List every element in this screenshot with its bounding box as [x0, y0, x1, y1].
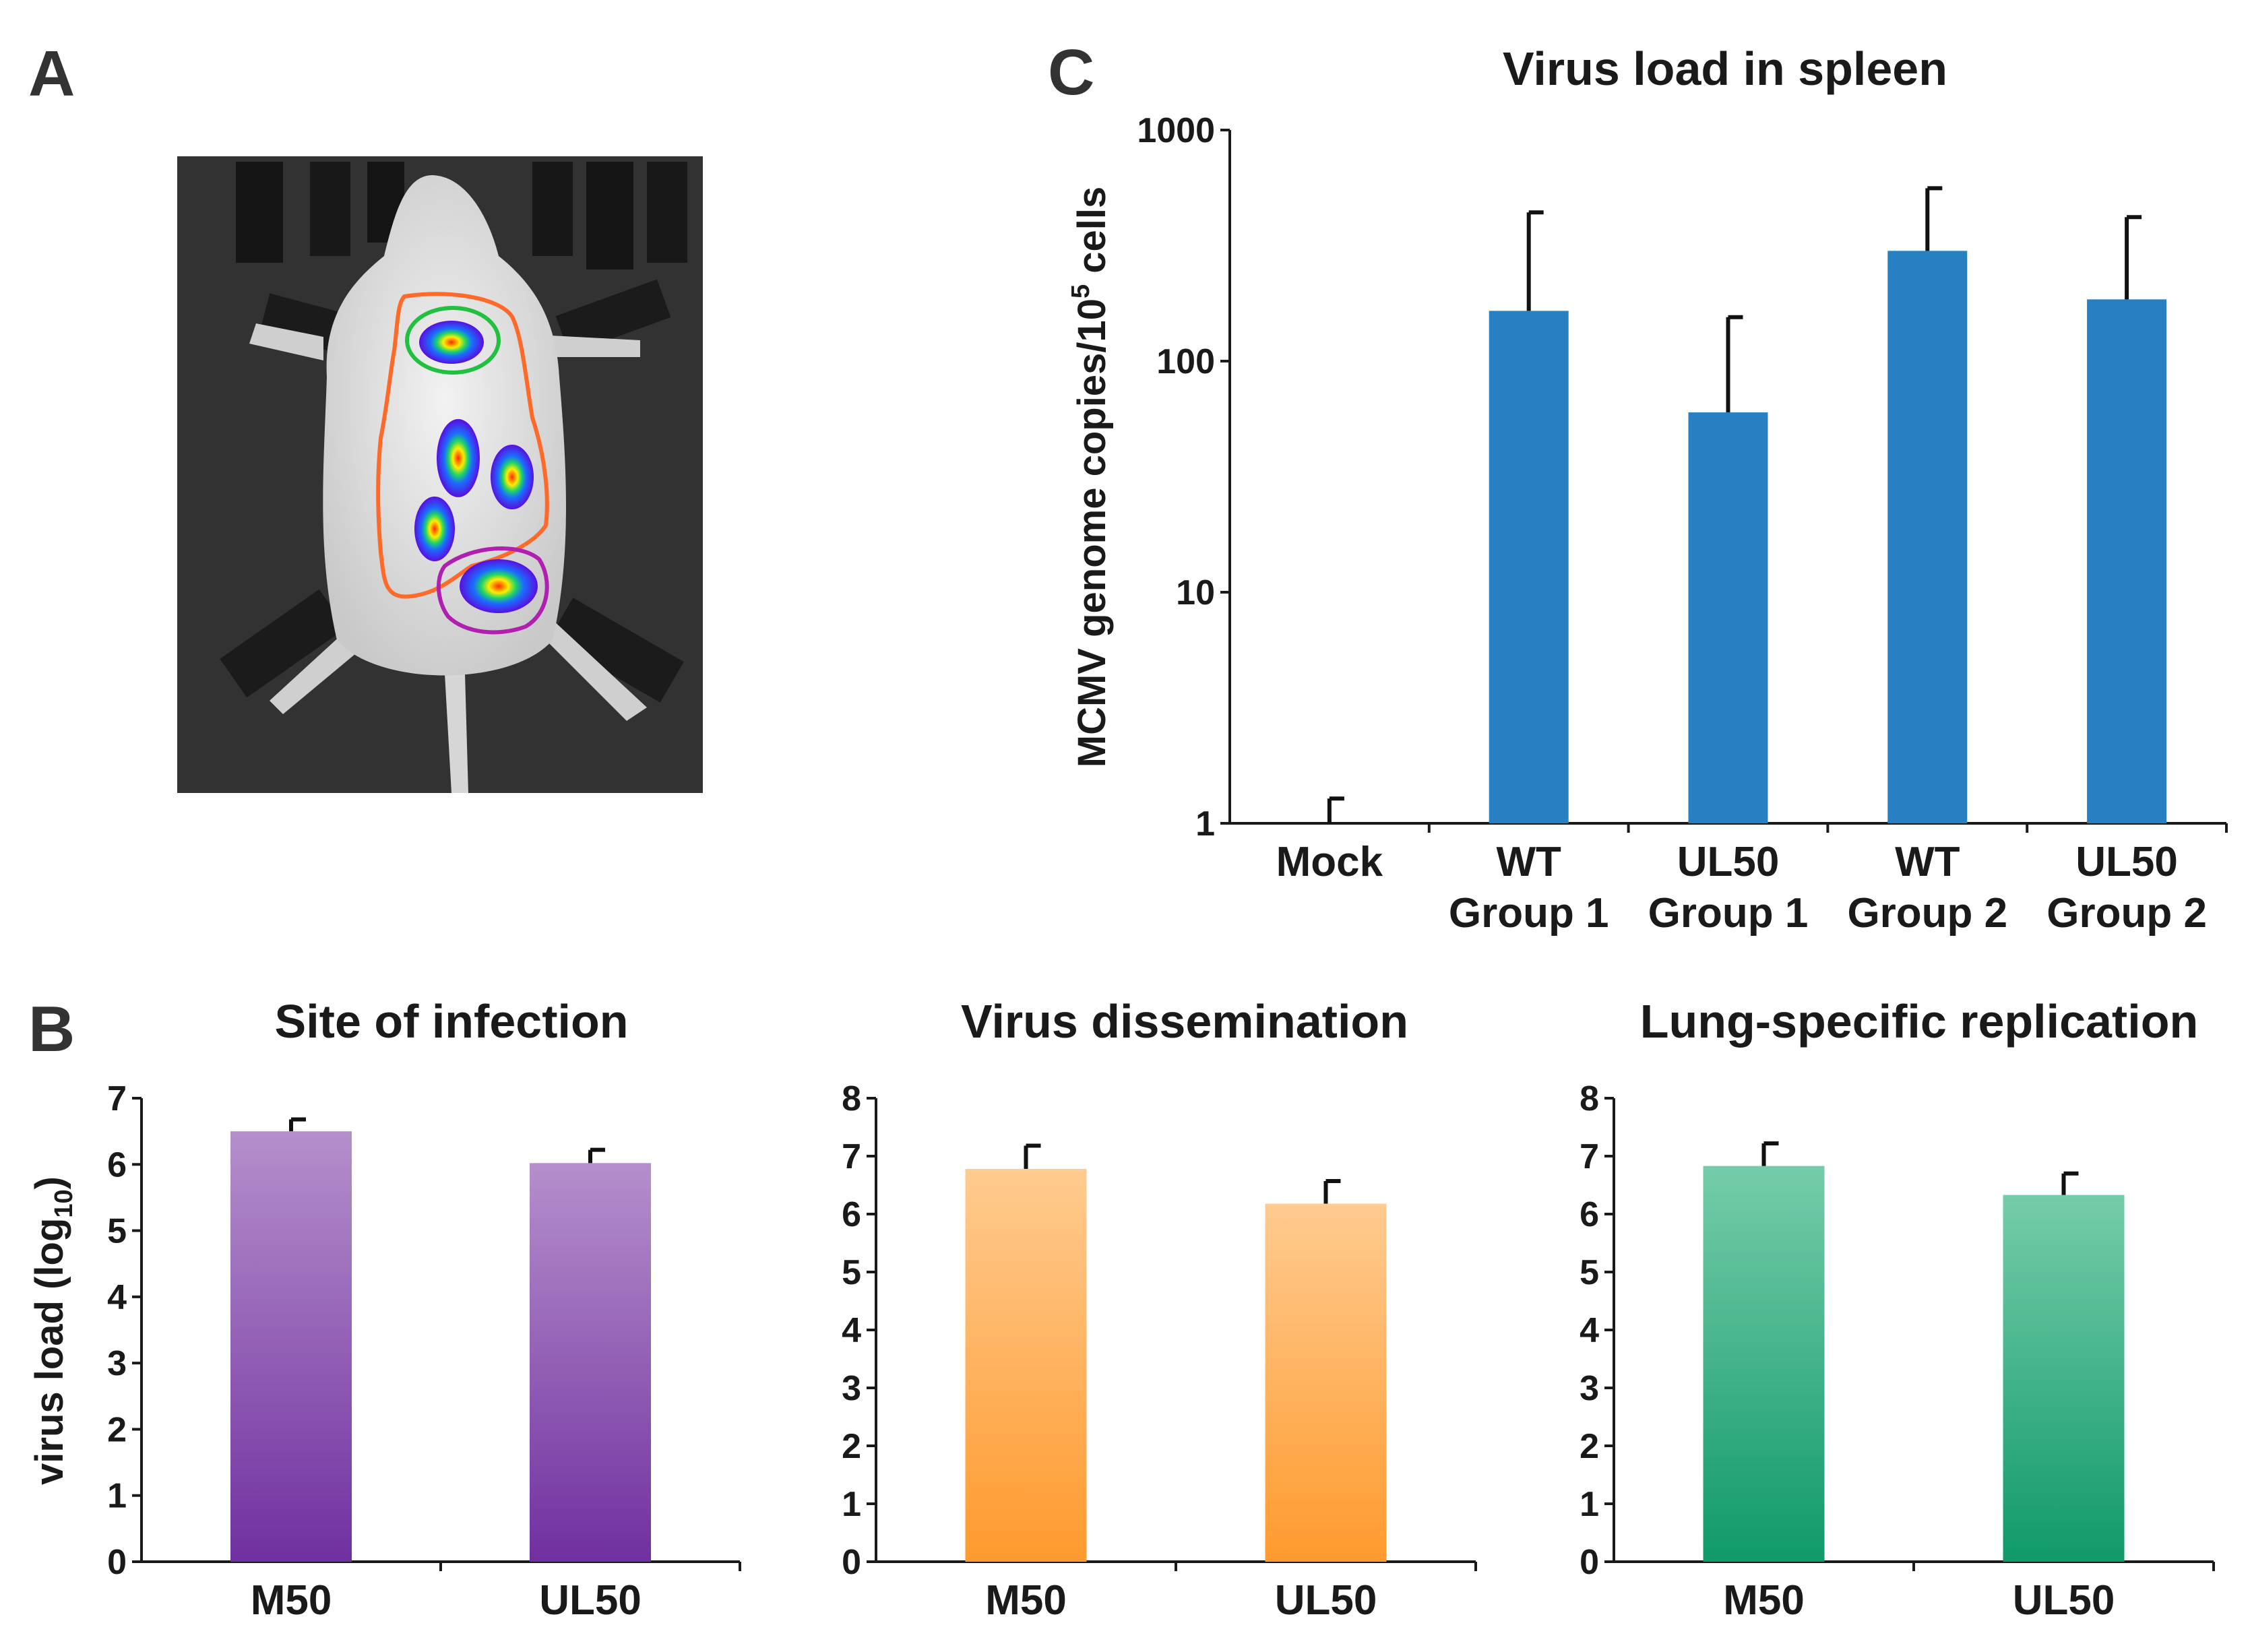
y-tick-label: 4: [1580, 1311, 1599, 1350]
chart-title: Site of infection: [275, 995, 629, 1048]
y-tick-label: 0: [1580, 1543, 1599, 1582]
bar: [530, 1163, 651, 1562]
y-axis-label: MCMV genome copies/105 cells: [1067, 187, 1114, 767]
x-tick-label: UL50: [1275, 1577, 1377, 1624]
y-tick-label: 4: [107, 1278, 127, 1317]
charts: Virus load in spleen MCMV genome copies/1…: [28, 42, 2228, 1624]
y-tick-label: 6: [1580, 1195, 1599, 1234]
y-tick-label: 3: [1580, 1369, 1599, 1408]
chart-b2: Virus dissemination 0 1 2 3 4 5 6 7 8 M50 UL50: [842, 995, 1477, 1624]
y-tick-label: 4: [842, 1311, 861, 1350]
y-tick-label: 3: [842, 1369, 861, 1408]
panel-label-b: B: [28, 993, 75, 1065]
y-tick-label: 0: [842, 1543, 861, 1582]
y-tick-label: 5: [107, 1212, 127, 1251]
chart-title: Virus load in spleen: [1503, 42, 1947, 95]
x-tick-label: UL50 Group 1: [1648, 839, 1809, 936]
bar: [2087, 299, 2167, 823]
panel-label-a: A: [28, 38, 75, 110]
y-tick-label: 7: [842, 1137, 861, 1176]
y-tick-label: 1: [1195, 804, 1215, 844]
y-tick-label: 1: [107, 1477, 127, 1516]
x-tick-label: UL50: [2013, 1577, 2115, 1624]
y-tick-label: 8: [842, 1079, 861, 1118]
bar: [1688, 412, 1768, 823]
chart-b3: Lung-specific replication 0 1 2 3 4 5 6 7 8 M50 UL5…: [1580, 995, 2215, 1624]
x-tick-label: WT Group 1: [1449, 839, 1609, 936]
x-tick-label: Mock: [1276, 839, 1383, 885]
y-tick-label: 2: [1580, 1427, 1599, 1466]
x-tick-label: M50: [1723, 1577, 1805, 1624]
y-tick-label: 8: [1580, 1079, 1599, 1118]
y-tick-label: 2: [842, 1427, 861, 1466]
chart-c: Virus load in spleen MCMV genome copies/1…: [1067, 42, 2228, 936]
y-tick-label: 6: [842, 1195, 861, 1234]
panel-label-c: C: [1048, 36, 1094, 108]
y-tick-label: 1000: [1137, 111, 1215, 150]
bar: [1703, 1166, 1825, 1562]
y-tick-label: 10: [1176, 573, 1215, 612]
bar: [2003, 1195, 2125, 1562]
mouse-bioluminescence-image: [177, 156, 703, 793]
y-tick-label: 1: [842, 1485, 861, 1524]
x-tick-label: UL50: [539, 1577, 642, 1624]
y-tick-label: 0: [107, 1543, 127, 1582]
y-tick-label: 1: [1580, 1485, 1599, 1524]
y-tick-label: 2: [107, 1410, 127, 1449]
y-tick-label: 5: [842, 1253, 861, 1292]
y-axis-label: virus load (log10): [28, 1176, 78, 1485]
bar: [230, 1131, 352, 1562]
y-tick-label: 100: [1156, 342, 1215, 381]
y-tick-label: 6: [107, 1145, 127, 1184]
bar: [1265, 1203, 1387, 1562]
y-tick-label: 7: [107, 1079, 127, 1118]
x-tick-label: WT Group 2: [1847, 839, 2007, 936]
bar: [1887, 251, 1968, 823]
x-tick-label: M50: [985, 1577, 1067, 1624]
chart-title: Lung-specific replication: [1640, 995, 2198, 1048]
bar: [1489, 311, 1569, 823]
x-tick-label: UL50 Group 2: [2046, 839, 2207, 936]
bar: [965, 1168, 1087, 1562]
y-tick-label: 5: [1580, 1253, 1599, 1292]
y-tick-label: 7: [1580, 1137, 1599, 1176]
chart-title: Virus dissemination: [961, 995, 1408, 1048]
x-tick-label: M50: [251, 1577, 332, 1624]
chart-b1: Site of infection virus load (log10) 0 1 2 3 4…: [28, 995, 741, 1624]
y-tick-label: 3: [107, 1344, 127, 1383]
